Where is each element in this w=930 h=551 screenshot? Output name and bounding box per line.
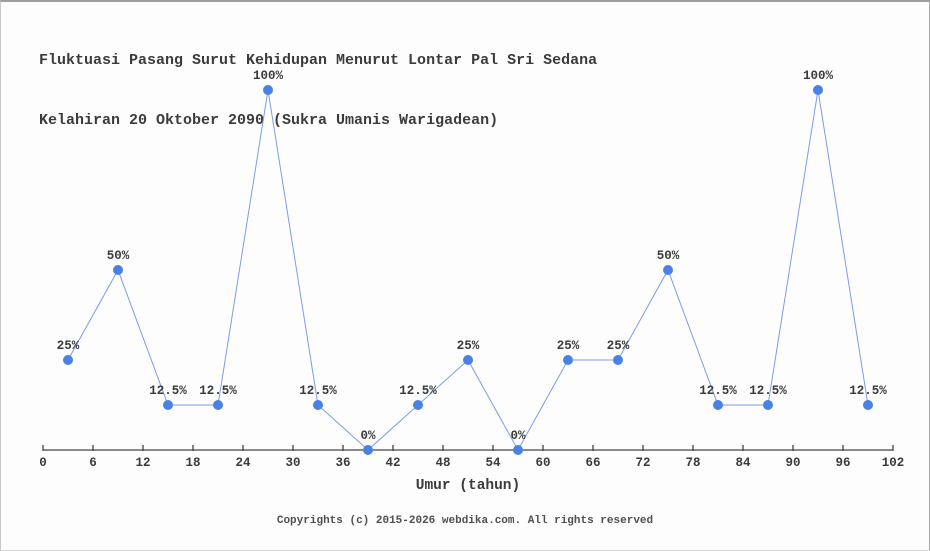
- chart-title: Fluktuasi Pasang Surut Kehidupan Menurut…: [39, 11, 597, 171]
- data-point-label: 100%: [803, 69, 834, 83]
- data-point-label: 50%: [657, 249, 680, 263]
- data-point: [263, 85, 273, 95]
- copyright-text: Copyrights (c) 2015-2026 webdika.com. Al…: [276, 515, 654, 527]
- data-point-label: 12.5%: [749, 384, 787, 398]
- x-axis-tick-label: 6: [89, 456, 97, 470]
- data-point-label: 12.5%: [149, 384, 187, 398]
- x-axis-tick-label: 30: [285, 456, 300, 470]
- data-point: [813, 85, 823, 95]
- data-point-label: 25%: [457, 339, 480, 353]
- data-point: [163, 400, 173, 410]
- x-axis-tick-label: 42: [385, 456, 400, 470]
- data-point: [563, 355, 573, 365]
- data-point: [613, 355, 623, 365]
- data-point-label: 12.5%: [199, 384, 237, 398]
- data-point: [713, 400, 723, 410]
- data-point: [313, 400, 323, 410]
- x-axis-tick-label: 54: [485, 456, 501, 470]
- x-axis-tick-label: 12: [135, 456, 150, 470]
- data-point: [663, 265, 673, 275]
- data-point-label: 12.5%: [399, 384, 437, 398]
- data-point: [63, 355, 73, 365]
- x-axis-tick-label: 48: [435, 456, 450, 470]
- x-axis-tick-label: 84: [735, 456, 751, 470]
- x-axis-tick-label: 96: [835, 456, 850, 470]
- data-line: [67, 89, 869, 452]
- data-point: [113, 265, 123, 275]
- data-point-label: 12.5%: [849, 384, 887, 398]
- data-point: [763, 400, 773, 410]
- x-axis-tick-label: 72: [635, 456, 650, 470]
- x-axis-tick-label: 24: [235, 456, 251, 470]
- data-point-label: 25%: [557, 339, 580, 353]
- x-axis-tick-label: 102: [882, 456, 905, 470]
- data-point-label: 0%: [360, 429, 376, 443]
- data-point-label: 25%: [57, 339, 80, 353]
- x-axis-tick-label: 0: [39, 456, 47, 470]
- x-axis-tick-label: 18: [185, 456, 200, 470]
- data-point: [863, 400, 873, 410]
- data-point-label: 50%: [107, 249, 130, 263]
- chart-title-line1: Fluktuasi Pasang Surut Kehidupan Menurut…: [39, 52, 598, 69]
- data-point-label: 0%: [510, 429, 526, 443]
- data-point: [413, 400, 423, 410]
- data-point-label: 12.5%: [699, 384, 737, 398]
- data-point: [463, 355, 473, 365]
- x-axis-title: Umur (tahun): [416, 478, 520, 494]
- x-axis-tick-label: 90: [785, 456, 800, 470]
- data-point: [363, 445, 373, 455]
- data-point-label: 25%: [607, 339, 630, 353]
- x-axis-tick-label: 36: [335, 456, 350, 470]
- x-axis-tick-label: 78: [685, 456, 700, 470]
- x-axis-tick-label: 60: [535, 456, 550, 470]
- x-axis-tick-label: 66: [585, 456, 600, 470]
- data-point-label: 12.5%: [299, 384, 337, 398]
- chart-title-line2: Kelahiran 20 Oktober 2090 (Sukra Umanis …: [39, 112, 499, 129]
- data-point: [213, 400, 223, 410]
- data-point-label: 100%: [253, 69, 284, 83]
- data-point: [513, 445, 523, 455]
